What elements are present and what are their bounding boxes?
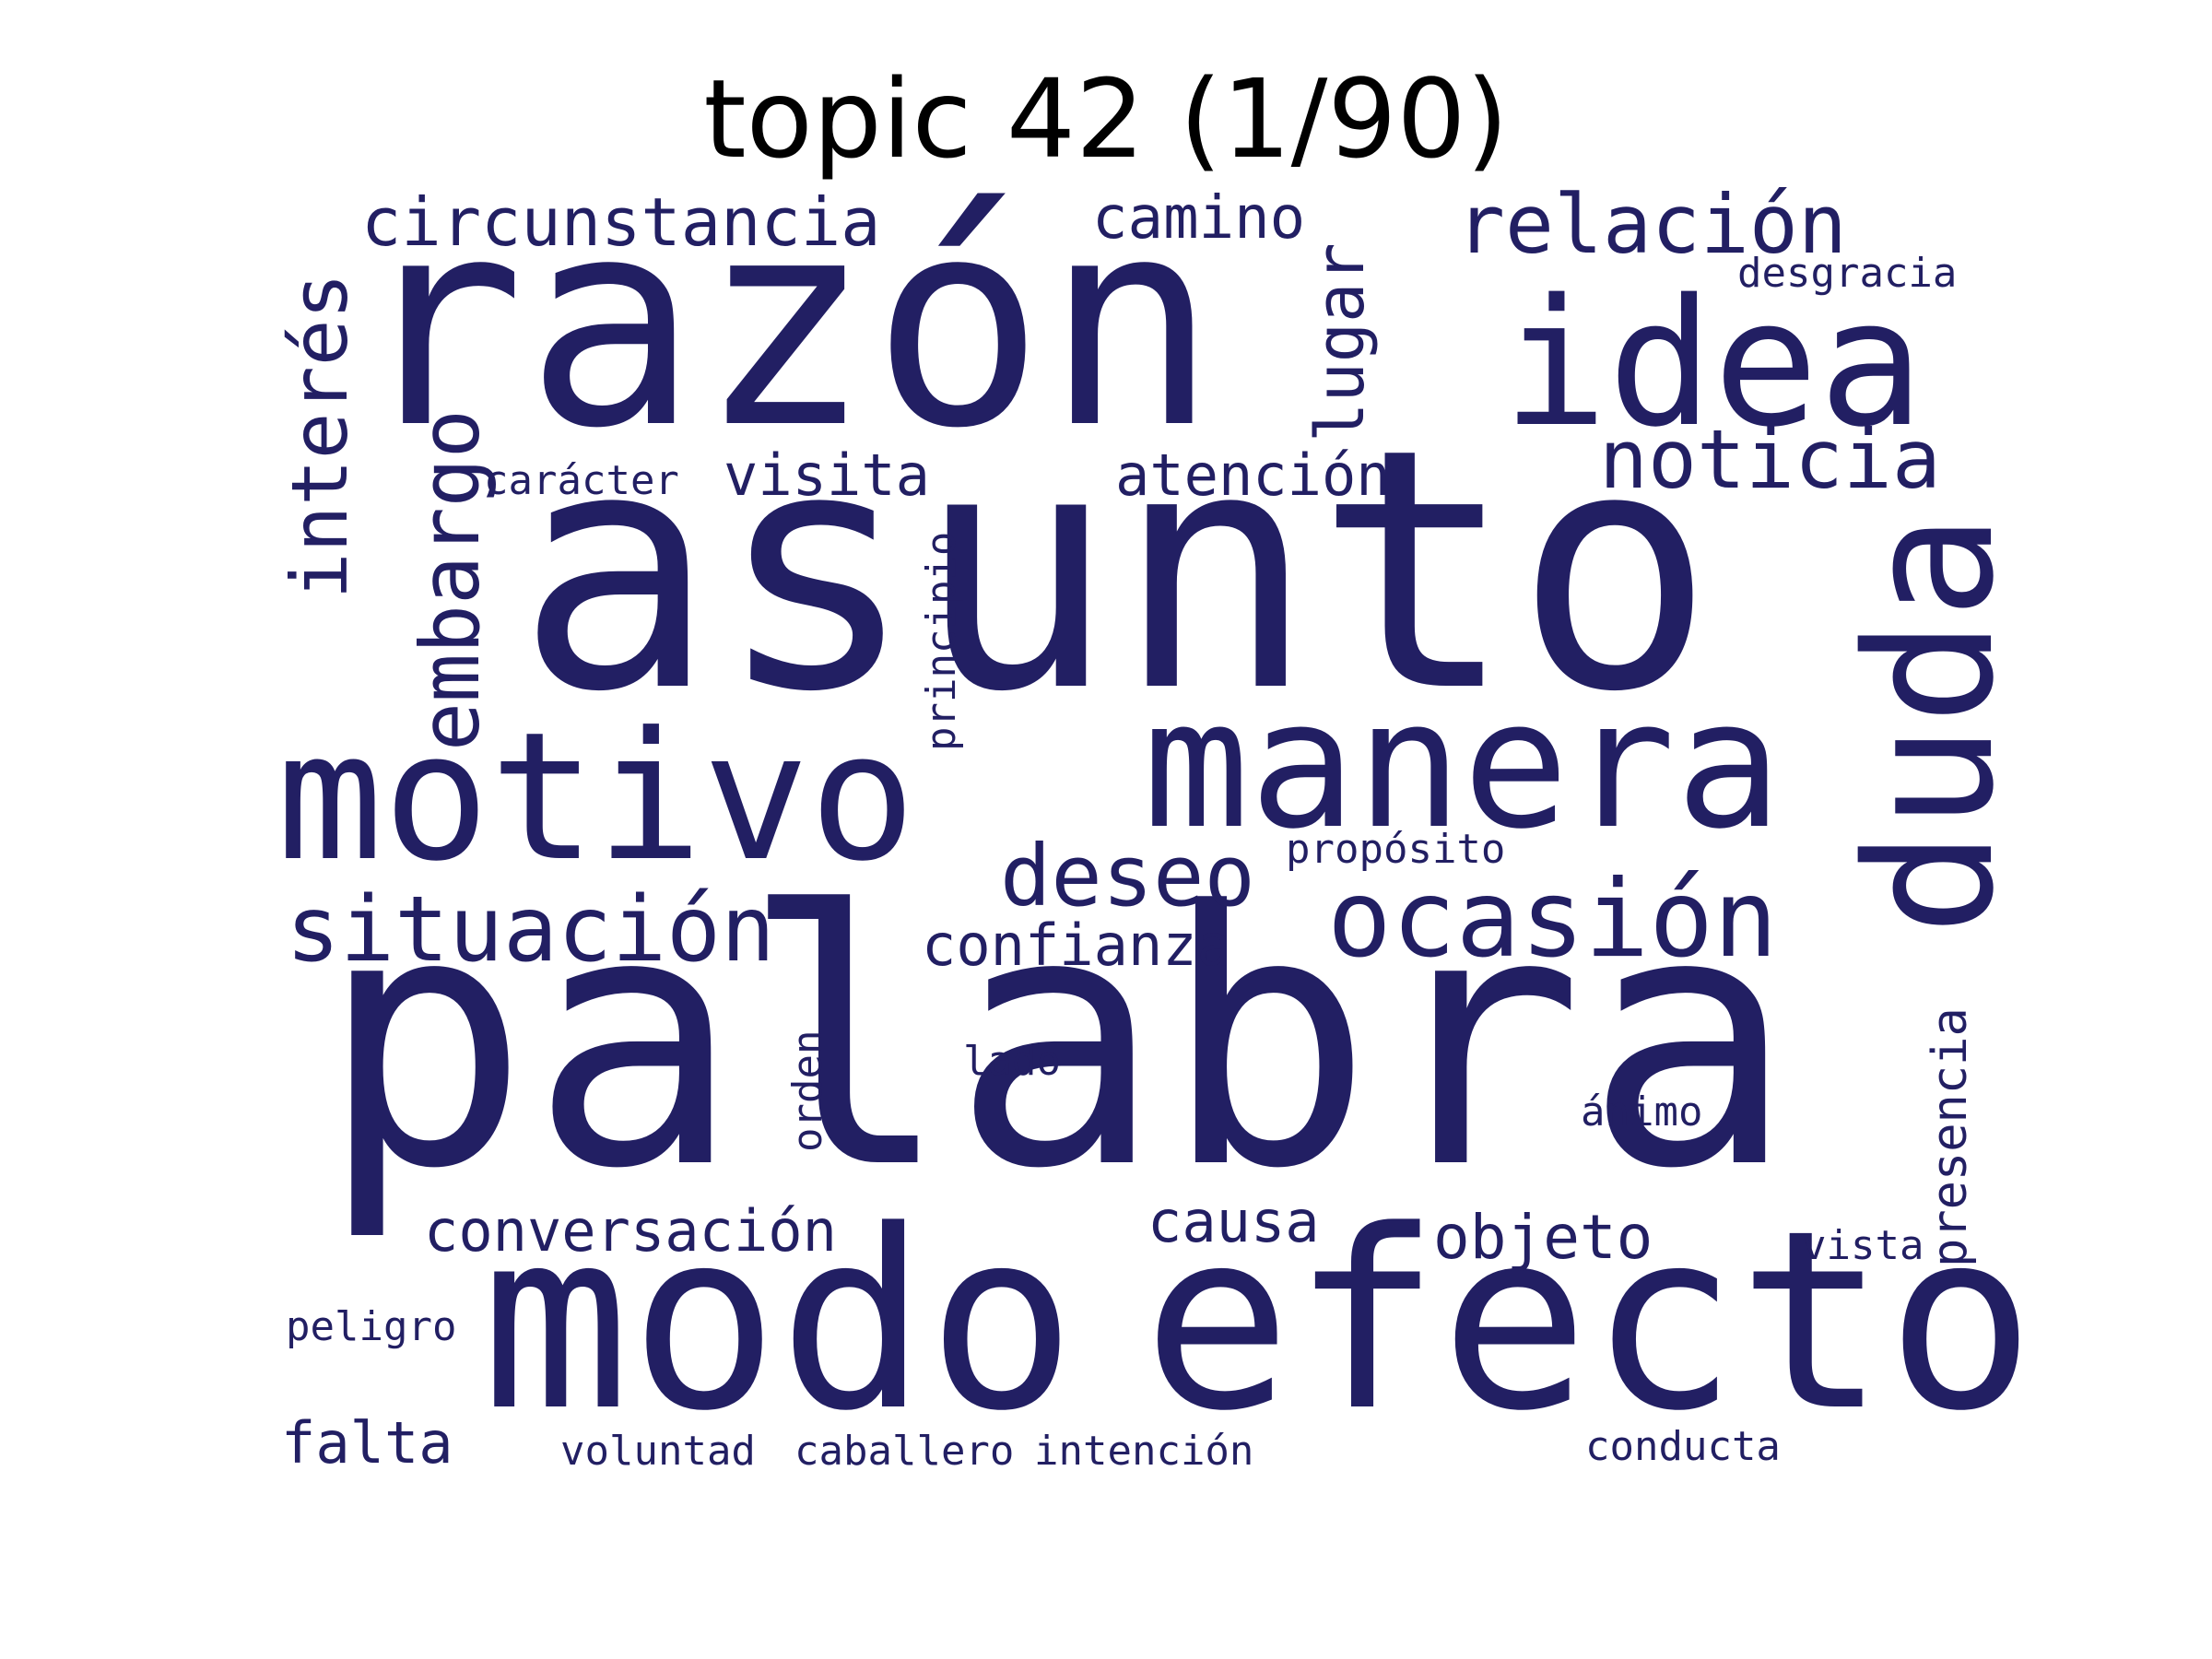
word-palabra: palabra <box>319 837 1795 1245</box>
word-visita: visita <box>724 441 930 509</box>
word-intencion: intención <box>1034 1428 1254 1475</box>
word-asunto: asunto <box>516 378 1715 764</box>
word-vista: vista <box>1802 1222 1924 1269</box>
word-razon: razón <box>352 156 1218 491</box>
word-proposito: propósito <box>1286 826 1506 873</box>
word-idea: idea <box>1502 262 1924 465</box>
word-peligro: peligro <box>286 1303 457 1350</box>
word-principio: principio <box>918 531 965 751</box>
word-caballero: caballero <box>794 1428 1015 1475</box>
word-situacion: situación <box>286 877 776 982</box>
word-lugar: lugar <box>1301 242 1379 442</box>
word-presencia: presencia <box>1923 1007 1978 1267</box>
word-voluntad: voluntad <box>560 1428 756 1475</box>
word-embargo: embargo <box>403 409 498 751</box>
word-modo: modo <box>481 1178 1077 1465</box>
word-causa: causa <box>1147 1188 1320 1255</box>
word-objeto: objeto <box>1433 1202 1653 1273</box>
word-lado: lado <box>963 1038 1061 1085</box>
word-conversacion: conversación <box>424 1197 837 1265</box>
word-noticia: noticia <box>1599 412 1941 507</box>
word-circunstancia: circunstancia <box>361 183 881 261</box>
word-conducta: conducta <box>1585 1423 1781 1470</box>
word-camino: camino <box>1092 184 1306 253</box>
word-animo: ánimo <box>1581 1088 1703 1135</box>
word-interes: interés <box>275 272 365 599</box>
word-ocasion: ocasión <box>1327 857 1778 982</box>
word-deseo: deseo <box>1000 827 1255 925</box>
word-atencion: atención <box>1115 441 1391 509</box>
word-motivo: motivo <box>276 695 916 900</box>
word-caracter: carácter <box>484 457 679 504</box>
word-efecto: efecto <box>1143 1178 2036 1465</box>
chart-title: topic 42 (1/90) <box>703 55 1509 182</box>
word-desgracia: desgracia <box>1737 250 1958 297</box>
word-falta: falta <box>281 1409 453 1477</box>
word-duda: duda <box>1829 513 2032 935</box>
word-confianza: confianza <box>922 912 1231 979</box>
word-relacion: relación <box>1456 177 1847 272</box>
word-manera: manera <box>1143 663 1783 868</box>
word-orden: orden <box>784 1030 831 1152</box>
